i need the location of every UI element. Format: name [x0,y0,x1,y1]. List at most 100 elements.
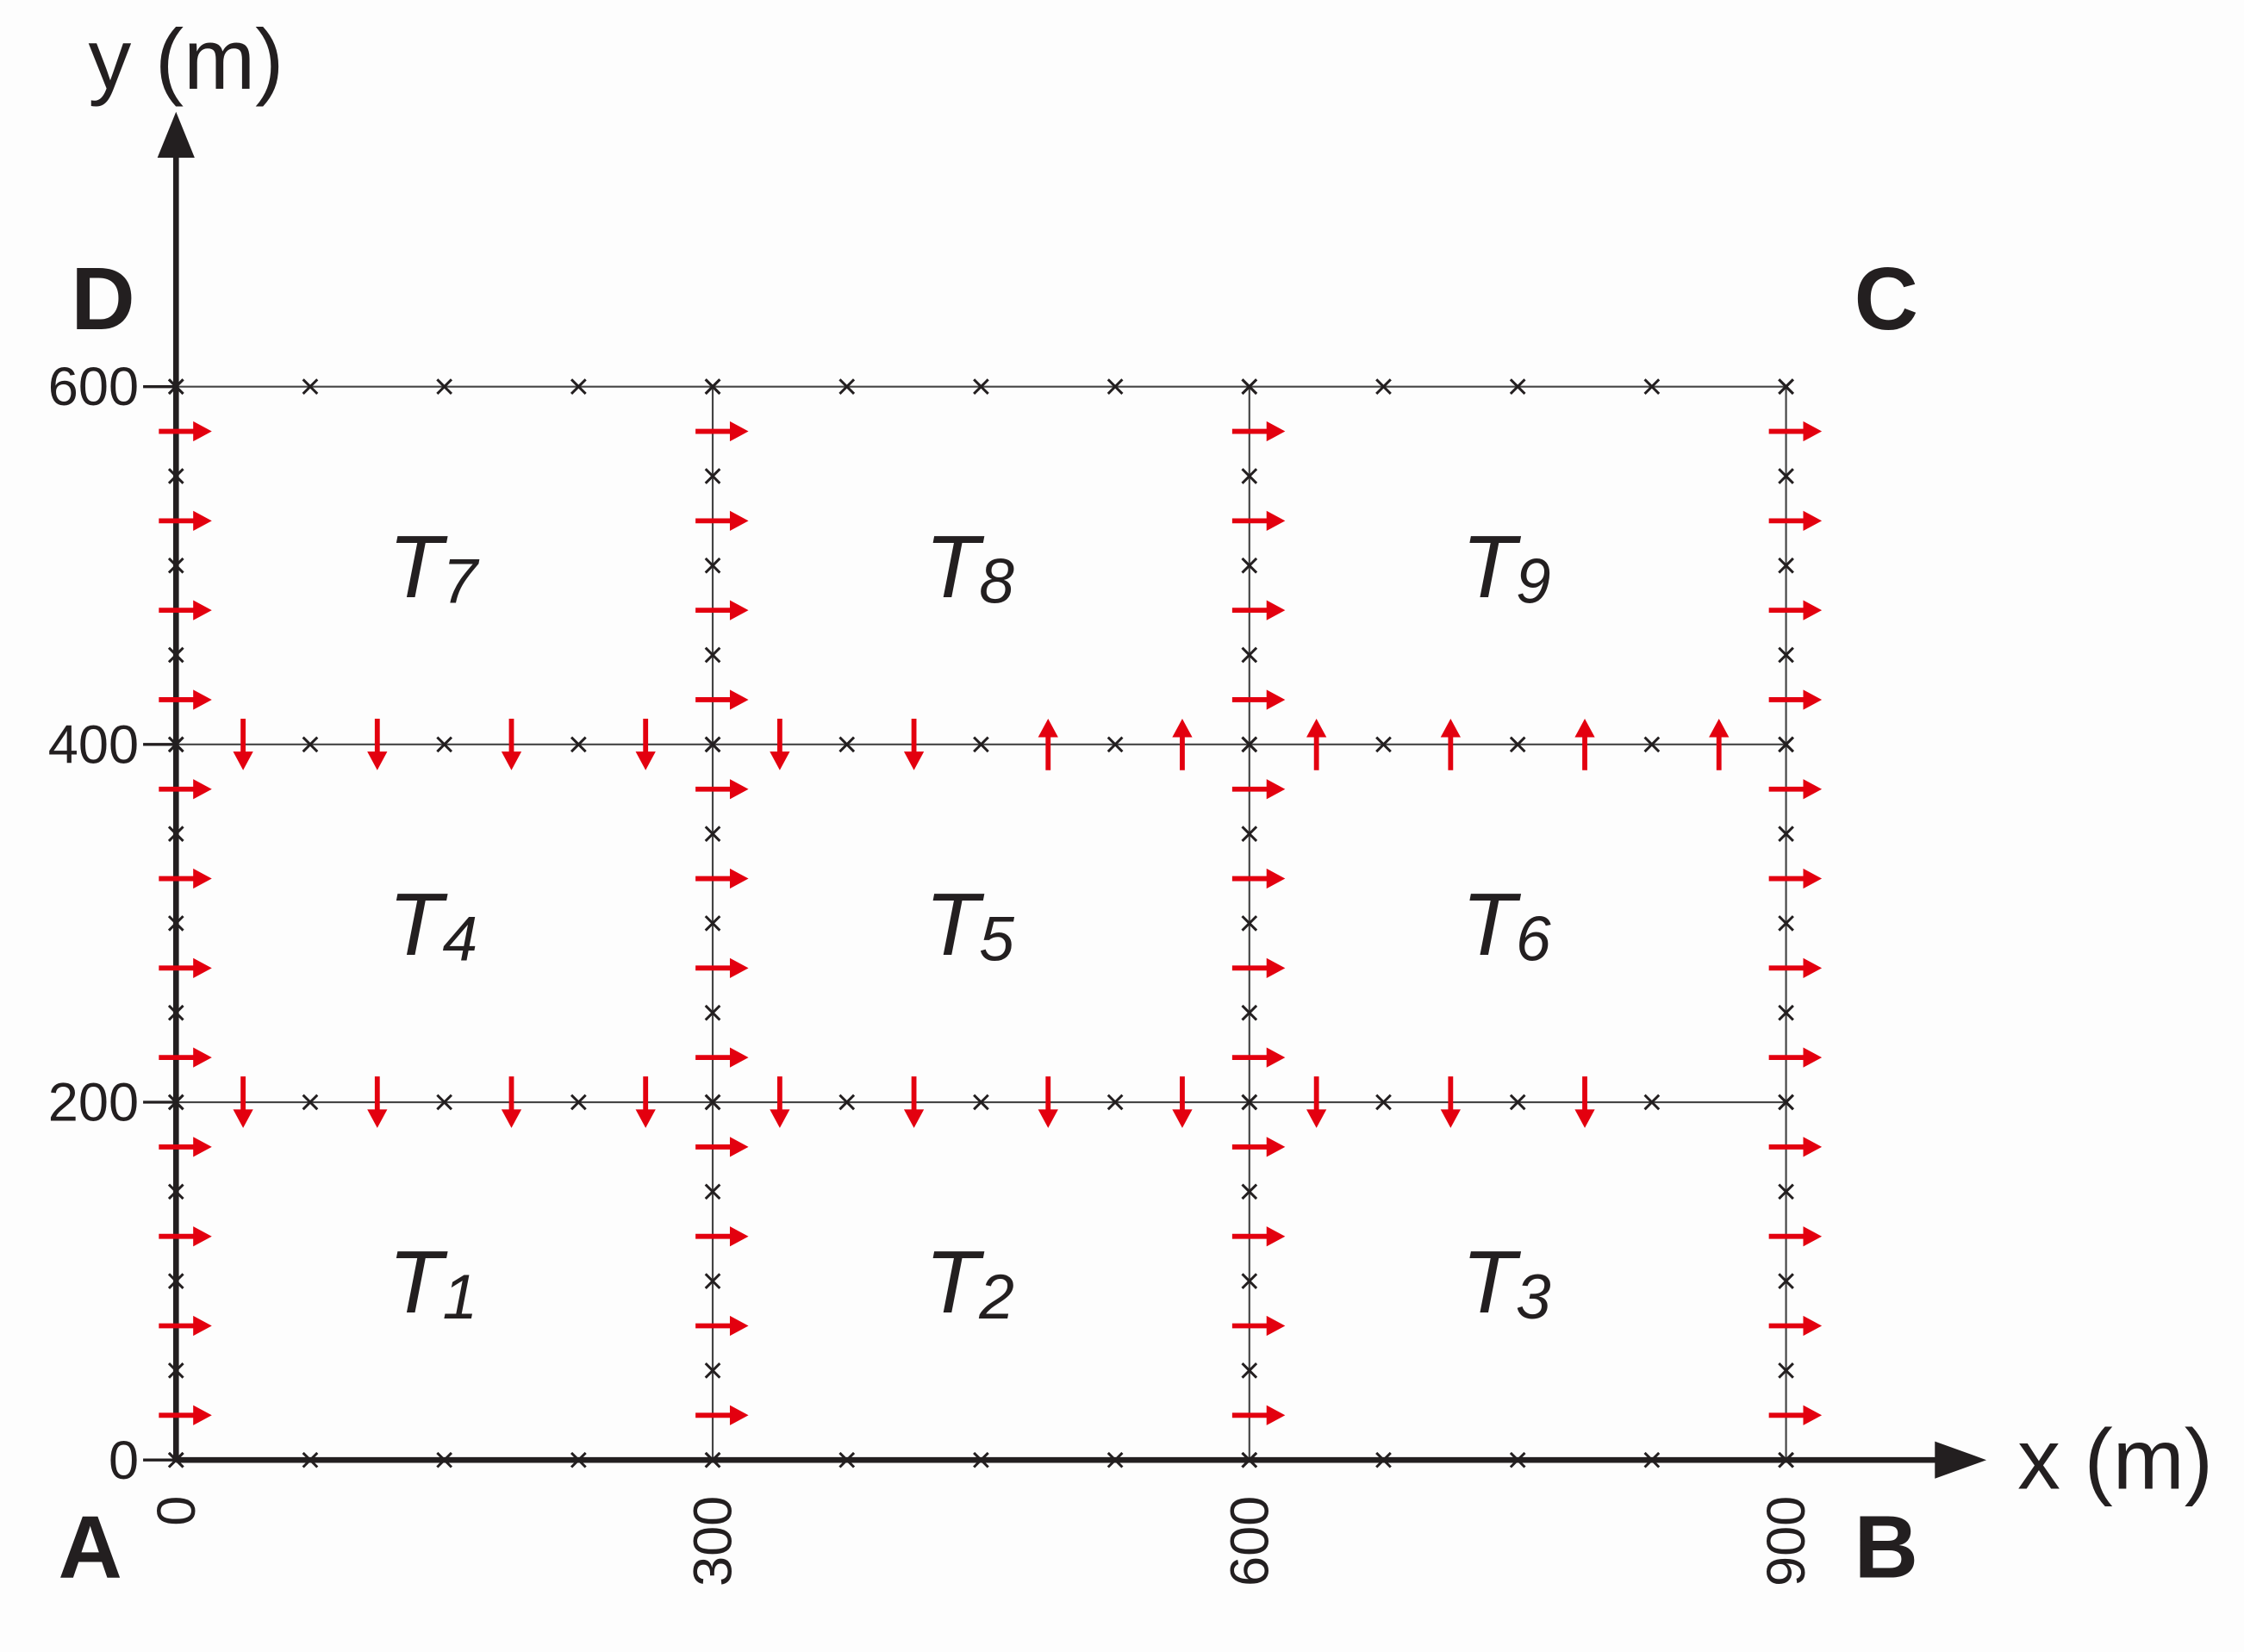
flux-arrow [1768,421,1823,442]
cross-stroke [167,1362,184,1379]
cross-stroke [1643,736,1661,753]
flux-arrow [695,779,749,800]
flux-arrow [1231,1315,1286,1337]
cross-marker [1509,1094,1526,1111]
arrow-head [1803,1315,1823,1337]
cross-stroke [1778,1362,1794,1379]
cross-marker [167,646,184,664]
cross-marker [704,468,721,484]
cross-marker [167,915,184,932]
cross-marker [1778,1273,1794,1289]
cross-marker [436,1094,453,1111]
cross-stroke [973,736,989,753]
flux-arrow [367,718,388,770]
cross-stroke [1643,378,1661,396]
cross-stroke [1241,1004,1258,1021]
arrow-head [1266,1047,1286,1068]
arrow-head [193,689,212,710]
arrow-head [1803,1047,1823,1068]
arrow-head [729,1315,749,1337]
corner-label: A [58,1497,122,1596]
cross-marker [1643,1451,1661,1468]
flux-arrow [367,1076,388,1128]
arrow-head [903,751,925,770]
flux-arrow [695,421,749,442]
flux-arrow [1038,718,1058,770]
arrow-head [1306,718,1327,738]
flux-arrow [695,689,749,710]
cross-stroke [1375,378,1392,396]
flux-arrow [1574,1076,1595,1128]
cross-stroke [1509,1451,1526,1468]
flux-arrow [233,1076,253,1128]
flux-arrow [903,1076,925,1128]
cross-stroke [1241,826,1258,842]
arrow-head [193,600,212,620]
tile-subscript: 1 [442,1262,477,1332]
arrow-head [1803,510,1823,531]
flux-arrow [1306,718,1327,770]
tile-label: T9 [1462,517,1551,617]
flux-arrow [1306,1076,1327,1128]
arrow-head [193,510,212,531]
y-tick-label: 600 [48,357,139,417]
cross-marker [302,736,319,753]
cross-stroke [1778,468,1794,484]
cross-marker [436,378,453,396]
cross-stroke [302,1094,319,1111]
cross-stroke [1241,557,1258,574]
arrow-head [729,957,749,978]
cross-marker [1778,468,1794,484]
flux-arrow [1231,1226,1286,1247]
cross-marker [302,1451,319,1468]
cross-marker [704,915,721,932]
flux-arrow [1231,1047,1286,1068]
arrow-head [1172,718,1193,738]
cross-marker [1241,557,1258,574]
cross-stroke [1375,736,1392,753]
cross-stroke [1643,1451,1661,1468]
cross-stroke [1778,646,1794,664]
arrow-head [1803,600,1823,620]
cross-stroke [704,378,721,396]
flux-arrow [1768,1137,1823,1157]
arrow-head [233,751,253,770]
flux-arrow [695,1137,749,1157]
arrow-head [1803,421,1823,442]
flux-arrow [1440,1076,1461,1128]
cross-stroke [1241,1094,1258,1111]
cross-stroke [1778,557,1794,574]
flux-arrow [1231,868,1286,889]
cross-stroke [1241,378,1258,396]
cross-marker [570,736,587,753]
cross-marker [838,1094,856,1111]
arrow-head [193,868,212,889]
cross-marker [704,1094,721,1111]
cross-stroke [1778,378,1794,396]
cross-marker [570,1094,587,1111]
arrow-head [635,1109,656,1128]
flux-arrow [695,510,749,531]
flux-arrow [1768,868,1823,889]
arrow-head [1266,868,1286,889]
flux-arrow [1768,1405,1823,1425]
arrow-head [1266,1405,1286,1425]
cross-marker [704,826,721,842]
flux-arrow [903,718,925,770]
flux-arrow [159,1137,212,1157]
flux-arrow [770,718,790,770]
cross-marker [167,1183,184,1200]
arrow-head [193,1226,212,1247]
flux-arrow [1172,718,1193,770]
cross-marker [1241,826,1258,842]
cross-stroke [1778,736,1794,753]
cross-stroke [1106,1451,1124,1468]
cross-marker [1241,468,1258,484]
cross-stroke [570,378,587,396]
cross-stroke [838,1451,856,1468]
cross-stroke [704,646,721,664]
cross-stroke [167,826,184,842]
tile-subscript: 8 [979,546,1014,616]
arrow-head [729,421,749,442]
flux-arrow [233,718,253,770]
